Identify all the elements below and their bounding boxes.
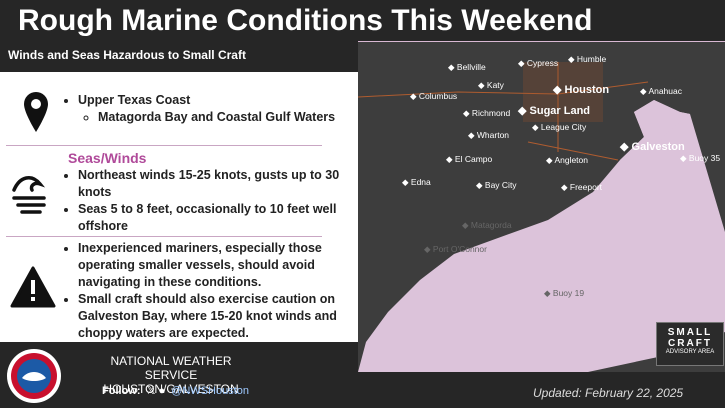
place-label: ◆ Bay City	[476, 180, 517, 190]
social-icons: 𝕏 ●	[146, 385, 166, 397]
divider	[6, 236, 322, 237]
place-name: Matagorda	[470, 220, 512, 230]
bullet: Inexperienced mariners, especially those…	[78, 240, 352, 291]
place-label: ◆ Edna	[402, 177, 431, 187]
place-name: Richmond	[471, 108, 511, 118]
wind-wave-icon	[12, 176, 46, 214]
place-name: League City	[540, 122, 587, 132]
place-name: Buoy 35	[688, 153, 721, 163]
legend: SMALL CRAFT ADVISORY AREA	[656, 322, 724, 366]
subtitle: Winds and Seas Hazardous to Small Craft	[8, 48, 246, 62]
place-label: ◆ Galveston	[620, 141, 685, 153]
place-name: Cypress	[526, 58, 559, 68]
map: ◆ Bellville ◆ Cypress ◆ Humble ◆ Columbus ◆ …	[358, 42, 725, 372]
location-section: Upper Texas Coast Matagorda Bay and Coas…	[62, 92, 352, 126]
place-label: ◆ League City	[532, 122, 587, 132]
nws-logo	[7, 349, 61, 403]
location-subitem: Matagorda Bay and Coastal Gulf Waters	[98, 109, 352, 126]
location-item: Upper Texas Coast	[78, 92, 352, 109]
place-label: ◆ Cypress	[518, 58, 559, 68]
place-label: ◆ Bellville	[448, 62, 486, 72]
map-background	[358, 42, 725, 372]
place-label: ◆ Humble	[568, 54, 607, 64]
place-label: ◆ Sugar Land	[518, 105, 591, 117]
place-name: Port O'Connor	[432, 244, 487, 254]
bullet: Seas 5 to 8 feet, occasionally to 10 fee…	[78, 201, 352, 235]
divider	[6, 145, 322, 146]
place-label: ◆ Port O'Connor	[424, 244, 487, 254]
place-name: Sugar Land	[529, 105, 591, 117]
section-heading: Seas/Winds	[68, 150, 147, 166]
place-label: ◆ Matagorda	[462, 220, 512, 230]
handle[interactable]: @NWSHouston	[171, 385, 249, 397]
legend-text: CRAFT	[668, 338, 712, 349]
place-label: ◆ Wharton	[468, 130, 510, 140]
bullet: Small craft should also exercise caution…	[78, 291, 352, 342]
office: NATIONAL WEATHER SERVICE HOUSTON/GALVEST…	[86, 354, 256, 396]
place-label: ◆ Katy	[478, 80, 504, 90]
legend-text: SMALL	[667, 327, 713, 338]
legend-text: ADVISORY AREA	[665, 349, 715, 355]
place-name: Angleton	[554, 155, 588, 165]
place-label: ◆ Columbus	[410, 91, 458, 101]
place-name: Humble	[576, 54, 607, 64]
warning-icon	[10, 266, 56, 308]
place-label: ◆ Angleton	[546, 155, 588, 165]
updated: Updated: February 22, 2025	[533, 386, 684, 400]
place-name: Bay City	[484, 180, 517, 190]
bullet: Northeast winds 15-25 knots, gusts up to…	[78, 167, 352, 201]
place-name: Edna	[410, 177, 431, 187]
place-name: Houston	[564, 84, 610, 96]
place-name: El Campo	[454, 154, 493, 164]
place-label: ◆ Anahuac	[640, 86, 682, 96]
pin-icon	[24, 92, 48, 132]
place-name: Freeport	[569, 182, 603, 192]
place-label: ◆ Houston	[553, 84, 610, 96]
place-name: Galveston	[631, 141, 685, 153]
title: Rough Marine Conditions This Weekend	[18, 4, 593, 37]
office-location: HOUSTON/GALVESTON	[103, 382, 239, 396]
info-panel: Upper Texas Coast Matagorda Bay and Coas…	[0, 72, 358, 342]
caution-section: Inexperienced mariners, especially those…	[62, 240, 352, 342]
social: Follow: 𝕏 ● @NWSHouston	[102, 384, 249, 397]
follow-label: Follow:	[102, 385, 141, 397]
place-name: Buoy 19	[552, 288, 585, 298]
place-label: ◆ Buoy 19	[544, 288, 585, 298]
place-name: Columbus	[418, 91, 458, 101]
place-label: ◆ Buoy 35	[680, 153, 721, 163]
place-name: Wharton	[476, 130, 510, 140]
place-name: Bellville	[456, 62, 486, 72]
place-label: ◆ El Campo	[446, 154, 493, 164]
place-name: Katy	[486, 80, 504, 90]
place-name: Anahuac	[648, 86, 682, 96]
seas-winds-section: Seas/Winds Northeast winds 15-25 knots, …	[62, 150, 352, 235]
office-name: NATIONAL WEATHER SERVICE	[110, 354, 232, 382]
place-label: ◆ Richmond	[463, 108, 511, 118]
place-label: ◆ Freeport	[561, 182, 603, 192]
